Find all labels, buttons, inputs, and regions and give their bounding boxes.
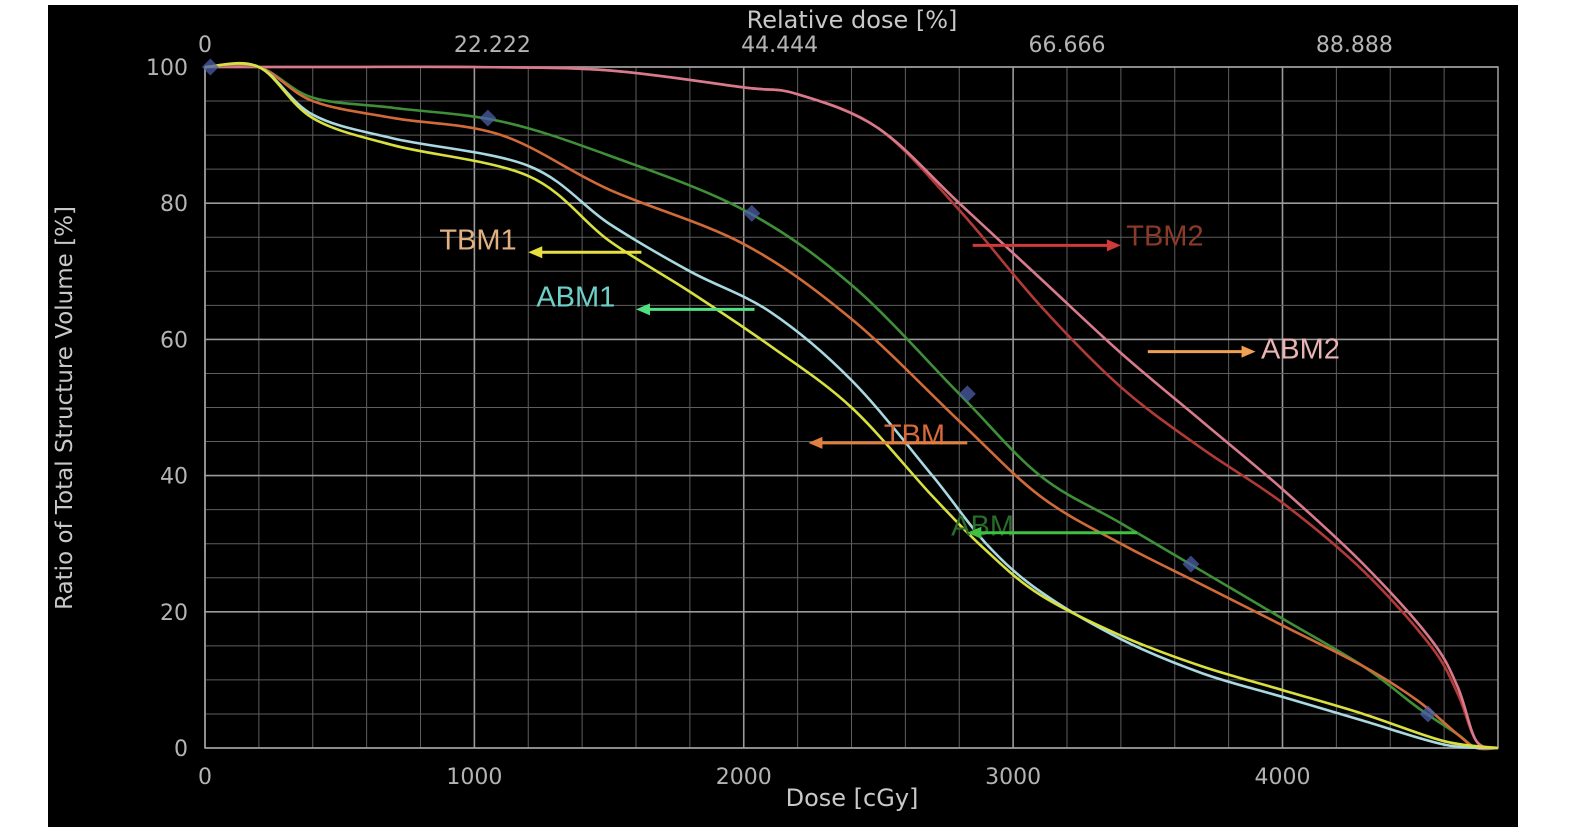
annotation-arrowhead [808, 436, 823, 449]
y-tick-label: 80 [160, 192, 188, 217]
curve-annotations: TBM1 ABM1 TBM2 ABM2 TBM ABM [439, 220, 1340, 542]
top-tick-label: 66.666 [1029, 33, 1106, 58]
top-axis-label: Relative dose [%] [747, 6, 958, 34]
x-tick-label: 2000 [716, 765, 772, 790]
y-tick-label: 100 [146, 56, 188, 81]
y-tick-label: 60 [160, 328, 188, 353]
y-tick-label: 20 [160, 601, 188, 626]
top-tick-labels: 0 22.222 44.444 66.666 88.888 [198, 33, 1393, 58]
series-line-abm2 [205, 65, 1499, 750]
grid [204, 66, 1499, 749]
top-tick-label: 0 [198, 33, 212, 58]
annotation-arrowhead [1106, 239, 1121, 252]
y-tick-label: 0 [174, 737, 188, 762]
curve-markers [201, 58, 1437, 723]
annotation-arrowhead [1241, 345, 1256, 358]
curve-marker [479, 109, 497, 127]
x-tick-labels: 0 1000 2000 3000 4000 [198, 765, 1311, 790]
annotation-arrowhead [967, 526, 982, 539]
annotation-label-abm1: ABM1 [536, 282, 615, 314]
annotation-label-abm: ABM [951, 511, 1014, 543]
top-tick-label: 22.222 [454, 33, 531, 58]
annotation-label-abm2: ABM2 [1261, 333, 1340, 365]
series-line-tbm [204, 63, 1499, 751]
series-line-abm1 [204, 62, 1499, 750]
chart-background [48, 5, 1518, 827]
series-line-tbm1 [204, 61, 1499, 750]
curve-marker [1182, 555, 1200, 573]
y-tick-label: 40 [160, 465, 188, 490]
curve-marker [1419, 705, 1437, 723]
x-tick-label: 4000 [1255, 765, 1311, 790]
annotation-label-tbm2: TBM2 [1126, 220, 1203, 252]
curve-marker [958, 385, 976, 403]
plot-border [204, 66, 1499, 749]
x-tick-label: 0 [198, 765, 212, 790]
series-lines [204, 61, 1499, 751]
top-tick-label: 88.888 [1316, 33, 1393, 58]
y-tick-labels: 0 20 40 60 80 100 [146, 56, 188, 762]
annotation-label-tbm: TBM [884, 419, 945, 451]
x-axis-label: Dose [cGy] [786, 784, 919, 812]
x-tick-label: 1000 [446, 765, 502, 790]
annotation-label-tbm1: TBM1 [439, 225, 516, 257]
x-tick-label: 3000 [985, 765, 1041, 790]
curve-marker [743, 204, 761, 222]
annotation-arrowhead [636, 303, 650, 316]
top-tick-label: 44.444 [741, 33, 818, 58]
annotation-arrowhead [528, 246, 543, 259]
y-axis-label: Ratio of Total Structure Volume [%] [52, 206, 78, 610]
